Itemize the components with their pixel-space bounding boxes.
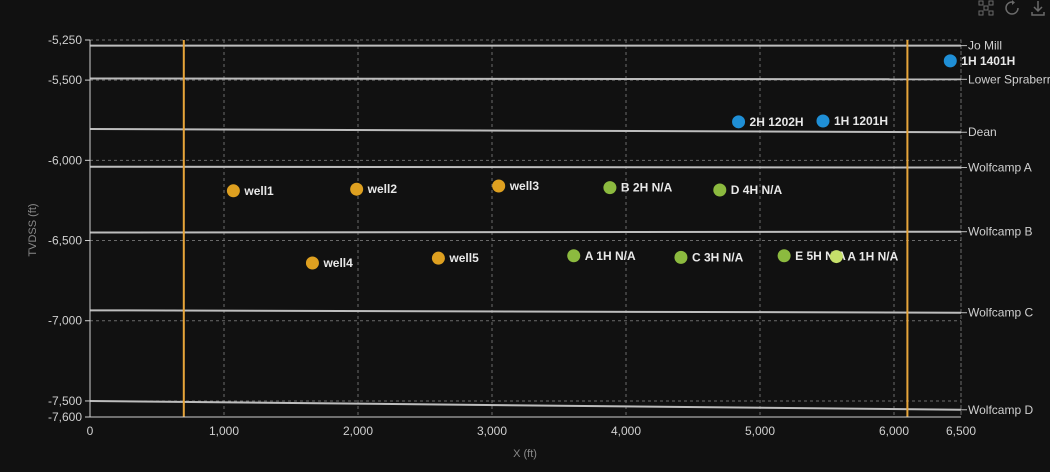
data-point [777,249,791,263]
chart-toolbar [978,0,1046,16]
data-label: 1H 1201H [834,114,888,128]
download-icon[interactable] [1030,0,1046,16]
formation-line [89,128,962,134]
formation-label: Wolfcamp D [968,403,1033,417]
select-points-icon[interactable] [978,0,994,16]
y-tick-label: -7,500 [48,394,82,408]
x-tick-label: 1,000 [209,424,239,438]
data-label: well3 [509,179,540,193]
x-tick-label: 2,000 [343,424,373,438]
data-label: 1H 1401H [961,54,1015,68]
formation-label: Wolfcamp A [968,161,1032,175]
formation-line [89,309,962,314]
reset-icon[interactable] [1004,0,1020,16]
y-tick-label: -6,500 [48,234,82,248]
data-point [603,181,617,195]
data-point [829,250,843,264]
x-axis-title: X (ft) [513,448,537,460]
data-point [674,250,688,264]
y-tick-label: -7,000 [48,314,82,328]
data-point [350,182,364,196]
boundary-lines [182,40,909,417]
data-label: B 2H N/A [621,181,673,195]
grid [89,39,962,418]
data-label: D 4H N/A [731,183,783,197]
data-label: C 3H N/A [692,250,744,264]
formation-lines: Jo Mill Lower Spraberry Dean Wolfcamp A Wolf… [89,39,1050,417]
y-tick-label: -7,600 [48,410,82,424]
x-tick-label: 5,000 [745,424,775,438]
x-tick-label: 6,500 [946,424,976,438]
data-point [431,251,445,265]
data-point [492,179,506,193]
formation-line [89,399,962,411]
x-tick-label: 4,000 [611,424,641,438]
formation-label: Dean [968,125,997,139]
data-label: well2 [367,182,398,196]
formation-label: Lower Spraberry [968,72,1050,86]
formation-line [89,77,962,81]
x-tick-label: 3,000 [477,424,507,438]
formation-label: Wolfcamp C [968,306,1033,320]
data-point [732,115,746,129]
formation-line [89,165,962,169]
formation-label: Wolfcamp B [968,225,1032,239]
x-tick-label: 0 [87,424,94,438]
data-point [816,114,830,128]
data-point [226,184,240,198]
y-tick-label: -6,000 [48,153,82,167]
data-point [943,54,957,68]
x-tick-label: 6,000 [879,424,909,438]
y-tick-label: -5,250 [48,33,82,47]
data-label: A 1H N/A [847,250,898,264]
formation-label: Jo Mill [968,39,1002,53]
axes: 0 1,000 2,000 3,000 4,000 5,000 6,000 6,500 -5,2… [48,33,976,438]
formation-line [89,230,962,234]
y-axis-title: TVDSS (ft) [27,203,39,256]
data-point [567,249,581,263]
data-label: well1 [243,184,274,198]
data-point [713,183,727,197]
data-point [305,256,319,270]
data-label: well5 [448,251,479,265]
data-label: A 1H N/A [585,249,636,263]
plot-border [89,39,962,418]
data-points: well1 well2 well3 well4 well5 B 2H N/A D 4H N/… [226,54,1016,270]
y-tick-label: -5,500 [48,73,82,87]
data-label: 2H 1202H [750,115,804,129]
data-label: well4 [322,256,353,270]
